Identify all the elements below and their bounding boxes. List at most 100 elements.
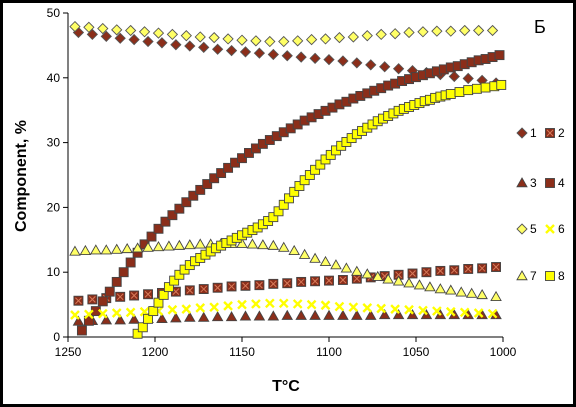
data-point [73,295,84,306]
data-point [365,59,377,71]
data-point [340,262,353,273]
marker-stroke [209,302,220,313]
data-point [403,26,415,39]
data-point [181,197,192,208]
data-point [87,294,98,305]
data-point [76,325,87,336]
data-point [378,309,391,320]
marker-stroke [432,306,442,316]
data-point [166,28,179,41]
data-point [413,279,426,290]
data-point [445,284,457,295]
data-point [351,57,363,69]
data-point [455,286,468,297]
legend-label: 8 [558,269,565,283]
legend-marker [516,270,528,281]
marker-stroke [75,297,82,305]
data-point [223,162,234,173]
data-point [173,239,186,250]
data-point [129,290,140,301]
data-point [197,311,210,322]
data-point [70,310,80,320]
data-point [267,310,280,321]
data-point [267,239,280,250]
data-point [390,304,400,314]
data-point [115,291,126,302]
legend-item-5: 5 [516,222,537,236]
data-point [282,278,293,289]
legend-marker [516,127,528,139]
marker-stroke [181,304,192,314]
data-point [471,83,482,94]
marker-stroke [546,129,554,137]
series-layer [69,20,507,339]
data-point [289,186,300,197]
x-tick-label: 1150 [229,345,255,359]
x-tick-label: 1100 [316,345,342,359]
data-point [432,306,442,316]
marker-stroke [418,305,428,316]
data-point [477,263,488,274]
data-point [382,273,394,284]
data-point [309,309,321,320]
data-point [184,239,196,250]
data-point [236,34,248,46]
marker-stroke [348,302,359,313]
legend-label: 3 [530,176,537,190]
legend-label: 1 [530,126,537,140]
data-point [226,281,237,292]
data-point [225,311,238,322]
data-point [323,309,335,320]
data-point [347,31,359,43]
data-point [376,303,387,314]
data-point [454,87,465,98]
data-point [184,311,196,322]
marker-stroke [264,298,275,309]
marker-stroke [125,307,136,318]
data-point [184,40,196,52]
data-point [278,298,289,309]
legend-marker [516,177,528,188]
data-point [418,305,428,316]
data-point [406,309,419,320]
data-point [156,312,168,324]
data-point [100,30,112,42]
panel-label: Б [534,17,546,37]
legend-label: 6 [558,222,565,236]
data-point [445,306,456,317]
data-point [463,264,474,274]
data-point [480,82,491,93]
data-point [152,241,165,252]
data-point [169,275,180,286]
marker-stroke [381,272,389,280]
y-tick-label: 10 [47,265,61,279]
legend-marker [545,178,555,188]
data-point [334,301,345,312]
data-point [294,181,305,191]
x-tick-label: 1250 [55,345,82,359]
data-point [449,265,460,276]
data-point [236,237,248,248]
data-point [137,322,148,333]
data-point [281,50,293,62]
data-point [288,244,300,256]
legend-label: 5 [530,222,537,236]
data-point [299,175,310,186]
marker-stroke [437,267,444,275]
marker-stroke [84,309,94,320]
data-point [194,31,206,43]
data-point [487,308,498,319]
data-point [138,26,151,38]
legend-item-2: 2 [545,126,565,140]
marker-stroke [223,301,233,311]
legend: 1 2 3 4 5 6 7 8 [516,126,565,283]
marker-stroke [269,280,277,288]
marker-stroke [167,304,178,315]
data-point [184,285,195,296]
data-point [128,33,140,46]
marker-stroke [339,276,347,284]
data-point [72,315,85,326]
data-point [114,32,126,44]
legend-item-3: 3 [516,176,537,190]
data-point [491,262,501,272]
